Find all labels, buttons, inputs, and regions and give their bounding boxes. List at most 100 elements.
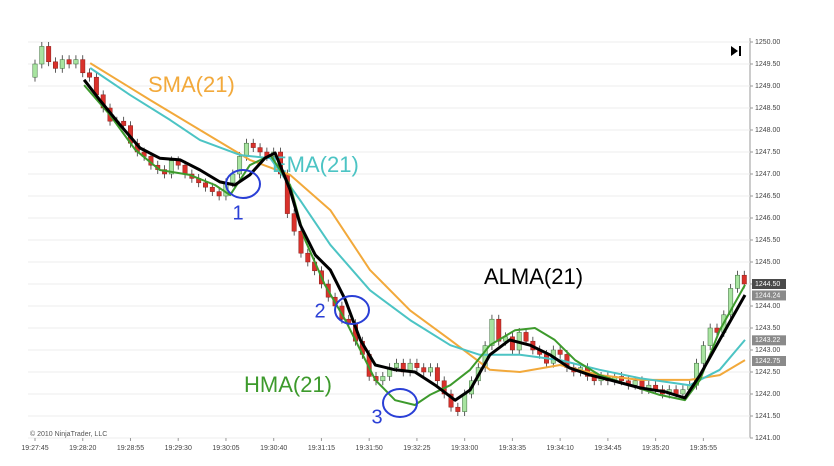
price-tag [752, 279, 786, 289]
candle-body [250, 142, 256, 148]
candle-body [509, 336, 515, 351]
candle-body [59, 59, 65, 69]
candle-body [700, 345, 706, 364]
y-tick-label: 1243.00 [755, 347, 780, 354]
y-tick-label: 1241.00 [755, 435, 780, 442]
y-tick-label: 1242.00 [755, 391, 780, 398]
candle-body [523, 332, 529, 342]
candle-body [735, 274, 740, 289]
y-tick-label: 1245.50 [755, 237, 780, 244]
candle-body [728, 288, 734, 316]
candle-body [53, 61, 58, 69]
candle-body [496, 318, 502, 342]
series-label: SMA(21) [148, 72, 235, 97]
annotation-label: 3 [371, 406, 382, 428]
candle-body [203, 182, 208, 188]
candle-body [243, 142, 249, 157]
candle-body [462, 393, 468, 412]
candle-body [216, 191, 222, 197]
candle-body [489, 318, 495, 346]
annotation-label: 2 [314, 300, 325, 322]
y-tick-label: 1242.50 [755, 369, 780, 376]
play-bar[interactable] [739, 46, 741, 56]
candle-body [237, 156, 243, 175]
annotation-label: 1 [232, 202, 243, 224]
x-tick-label: 19:35:55 [690, 445, 717, 452]
candle-body [291, 213, 297, 232]
x-tick-label: 19:28:20 [69, 445, 96, 452]
candle-body [298, 230, 304, 254]
x-tick-label: 19:34:45 [594, 445, 621, 452]
y-tick-label: 1244.00 [755, 303, 780, 310]
play-button[interactable] [731, 46, 741, 56]
series-label: ALMA(21) [484, 264, 583, 289]
series-label: EMA(21) [272, 152, 359, 177]
candle-body [557, 349, 563, 355]
candle-body [182, 164, 188, 175]
price-tag-label: 1242.75 [755, 358, 780, 365]
x-tick-label: 19:33:35 [499, 445, 526, 452]
candle-body [680, 389, 686, 395]
x-tick-label: 19:31:15 [308, 445, 335, 452]
copyright: © 2010 NinjaTrader, LLC [30, 430, 107, 438]
candle-body [257, 147, 263, 153]
x-tick-label: 19:28:55 [117, 445, 144, 452]
candle-body [87, 72, 93, 78]
x-tick-label: 19:33:00 [451, 445, 478, 452]
candle-body [209, 186, 215, 192]
annotation-circle [382, 388, 418, 418]
y-tick-label: 1248.50 [755, 105, 780, 112]
candle-body [455, 406, 461, 412]
y-tick-label: 1243.50 [755, 325, 780, 332]
x-tick-label: 19:32:25 [403, 445, 430, 452]
y-tick-label: 1249.50 [755, 61, 780, 68]
x-tick-label: 19:31:50 [356, 445, 383, 452]
x-tick-label: 19:27:45 [21, 445, 48, 452]
y-tick-label: 1247.00 [755, 171, 780, 178]
candle-body [434, 367, 440, 382]
price-tag-label: 1243.22 [755, 337, 780, 344]
x-tick-label: 19:34:10 [547, 445, 574, 452]
price-tag [752, 335, 786, 346]
annotation-circle [225, 169, 261, 199]
ma-line [82, 78, 747, 402]
x-tick-label: 19:30:40 [260, 445, 287, 452]
price-tag [752, 356, 786, 366]
price-tag [752, 290, 786, 301]
candle-body [305, 252, 311, 263]
candle-body [741, 274, 747, 285]
annotation-circle [334, 295, 370, 325]
y-tick-label: 1247.50 [755, 149, 780, 156]
candle-body [73, 59, 79, 65]
y-tick-label: 1249.00 [755, 83, 780, 90]
candle-body [230, 173, 236, 184]
candle-body [39, 46, 45, 65]
candle-body [707, 327, 713, 346]
y-tick-label: 1250.00 [755, 39, 780, 46]
x-tick-label: 19:29:30 [165, 445, 192, 452]
ma-line [89, 67, 746, 387]
series-label: HMA(21) [244, 372, 332, 397]
price-tag-label: 1244.24 [755, 292, 780, 299]
candle-body [414, 362, 420, 368]
candle-body [421, 367, 427, 373]
play-icon[interactable] [731, 46, 738, 56]
candle-body [380, 376, 386, 382]
candle-body [394, 362, 399, 368]
x-tick-label: 19:35:20 [642, 445, 669, 452]
candle-body [121, 120, 127, 126]
candle-body [632, 380, 638, 386]
y-tick-label: 1246.00 [755, 215, 780, 222]
candle-body [175, 160, 181, 166]
y-tick-label: 1245.00 [755, 259, 780, 266]
y-tick-label: 1246.50 [755, 193, 780, 200]
candle-body [66, 59, 72, 65]
candle-body [428, 367, 434, 373]
candle-body [32, 63, 38, 78]
y-tick-label: 1248.00 [755, 127, 780, 134]
candle-body [168, 160, 174, 175]
candle-body [80, 59, 86, 74]
x-tick-label: 19:30:05 [212, 445, 239, 452]
